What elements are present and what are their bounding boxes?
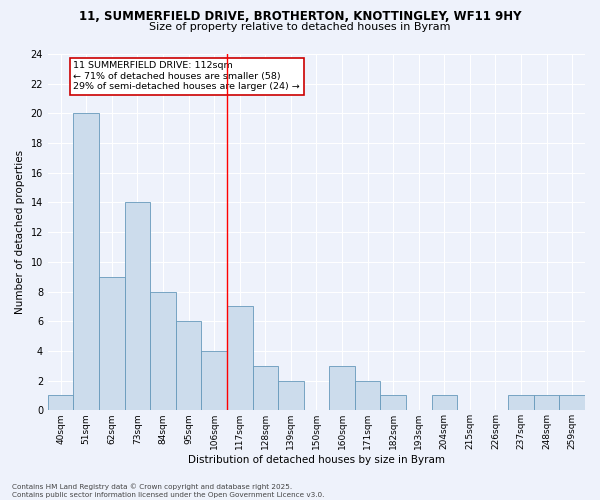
Bar [559,396,585,410]
Bar [176,321,202,410]
Bar [534,396,559,410]
Bar [380,396,406,410]
Text: Contains HM Land Registry data © Crown copyright and database right 2025.
Contai: Contains HM Land Registry data © Crown c… [12,484,325,498]
X-axis label: Distribution of detached houses by size in Byram: Distribution of detached houses by size … [188,455,445,465]
Bar [202,351,227,410]
Bar [278,380,304,410]
Bar [48,396,73,410]
Bar [431,396,457,410]
Bar [253,366,278,410]
Text: 11, SUMMERFIELD DRIVE, BROTHERTON, KNOTTINGLEY, WF11 9HY: 11, SUMMERFIELD DRIVE, BROTHERTON, KNOTT… [79,10,521,23]
Bar [329,366,355,410]
Bar [508,396,534,410]
Bar [99,276,125,410]
Y-axis label: Number of detached properties: Number of detached properties [15,150,25,314]
Text: Size of property relative to detached houses in Byram: Size of property relative to detached ho… [149,22,451,32]
Bar [227,306,253,410]
Bar [73,114,99,410]
Bar [125,202,150,410]
Bar [355,380,380,410]
Bar [150,292,176,410]
Text: 11 SUMMERFIELD DRIVE: 112sqm
← 71% of detached houses are smaller (58)
29% of se: 11 SUMMERFIELD DRIVE: 112sqm ← 71% of de… [73,62,300,91]
